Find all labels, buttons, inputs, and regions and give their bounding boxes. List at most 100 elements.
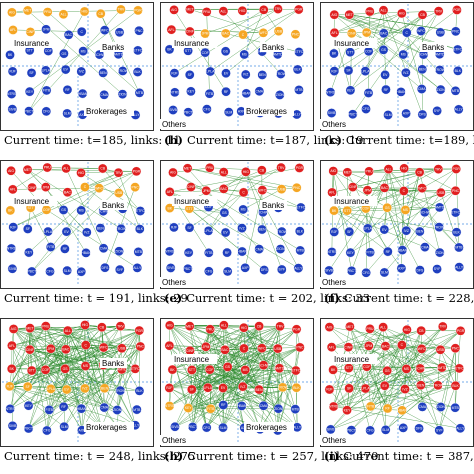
node: CINF bbox=[343, 342, 354, 352]
node: HIG bbox=[399, 163, 409, 174]
node: HIG bbox=[76, 168, 86, 178]
node: BAC bbox=[63, 30, 74, 40]
node-label: CFG bbox=[363, 271, 371, 275]
node-label: SYF bbox=[434, 109, 441, 113]
node: RF bbox=[62, 84, 73, 95]
node: CINF bbox=[185, 26, 195, 37]
svg-text:Insurance: Insurance bbox=[334, 39, 370, 48]
node: TROW bbox=[116, 223, 127, 234]
node: EV bbox=[61, 226, 72, 237]
node: DFS bbox=[100, 262, 110, 273]
node-label: TRV bbox=[435, 9, 442, 13]
node-label: BEN bbox=[97, 226, 105, 230]
node-label: NTRS bbox=[329, 405, 339, 409]
edge bbox=[9, 386, 136, 426]
node: IVZ bbox=[76, 66, 87, 77]
edge bbox=[207, 329, 297, 388]
svg-text:Others: Others bbox=[162, 436, 186, 445]
edge bbox=[50, 324, 86, 349]
node: ALL bbox=[218, 6, 229, 16]
node: STT bbox=[345, 47, 355, 57]
edge bbox=[242, 370, 296, 387]
network-panel: AIG MET PRU ALL HIG CB TRV PGR AFL CINF JPM BAC C WFC… bbox=[320, 2, 474, 131]
node: BK bbox=[5, 205, 16, 216]
node: HBAN bbox=[77, 88, 88, 99]
edge bbox=[84, 171, 137, 188]
edge bbox=[402, 410, 440, 431]
panel-frame bbox=[320, 318, 474, 447]
node: GS bbox=[59, 48, 69, 59]
edge bbox=[9, 347, 104, 387]
section-label: Insurance bbox=[172, 354, 218, 364]
node-label: ALLY bbox=[133, 266, 142, 270]
node-label: BEN bbox=[101, 386, 109, 390]
edge bbox=[402, 192, 442, 251]
edge bbox=[47, 167, 103, 169]
node: PGR bbox=[133, 5, 143, 16]
edge bbox=[13, 172, 119, 228]
node: USB bbox=[113, 188, 124, 198]
node: TROW bbox=[435, 65, 446, 75]
node-label: IVZ bbox=[79, 70, 84, 74]
edge bbox=[347, 172, 440, 208]
node: HIG bbox=[402, 324, 412, 335]
edge bbox=[188, 326, 281, 409]
node-label: BK bbox=[9, 367, 14, 371]
node: ETFC bbox=[133, 45, 143, 56]
node-label: CFG bbox=[203, 426, 211, 430]
node: USB bbox=[114, 27, 125, 38]
node: ALL bbox=[58, 9, 69, 20]
edge bbox=[50, 348, 105, 389]
node: C bbox=[399, 186, 409, 196]
node-label: AIG bbox=[11, 327, 17, 331]
node-label: RF bbox=[225, 251, 230, 255]
edge bbox=[404, 168, 457, 170]
node: ZION bbox=[114, 246, 124, 257]
node-label: TROW bbox=[433, 384, 444, 388]
svg-text:Insurance: Insurance bbox=[174, 197, 210, 206]
edge bbox=[174, 8, 279, 74]
node-label: EV bbox=[383, 73, 388, 77]
node: CB bbox=[417, 9, 428, 20]
node-label: SYF bbox=[434, 267, 441, 271]
node-label: SIVB bbox=[171, 425, 179, 429]
node-label: BAC bbox=[64, 190, 72, 194]
section-label: Insurance bbox=[12, 196, 58, 206]
svg-text:Insurance: Insurance bbox=[174, 39, 210, 48]
node: IVZ bbox=[237, 223, 247, 233]
node-label: TROW bbox=[434, 225, 445, 229]
edge bbox=[28, 11, 85, 112]
node: C bbox=[401, 27, 412, 38]
node-label: MTB bbox=[452, 89, 460, 93]
node-label: AXP bbox=[238, 110, 246, 114]
edge bbox=[188, 368, 280, 409]
node-label: ALL bbox=[220, 9, 226, 13]
node-label: ZION bbox=[274, 407, 283, 411]
node: KEY bbox=[23, 400, 34, 411]
node: BK bbox=[164, 44, 175, 55]
edge bbox=[187, 168, 282, 190]
node-label: ETFC bbox=[291, 369, 300, 373]
edge bbox=[209, 329, 264, 366]
edge bbox=[172, 172, 207, 191]
node-label: PNC bbox=[293, 186, 301, 190]
edge bbox=[334, 14, 424, 55]
node: PNC bbox=[130, 182, 140, 192]
node: MET bbox=[344, 9, 355, 20]
node-label: MET bbox=[26, 326, 33, 330]
svg-text:Insurance: Insurance bbox=[14, 197, 50, 206]
node-label: ETFC bbox=[133, 49, 142, 53]
node: TROW bbox=[277, 382, 289, 393]
node: HIG bbox=[241, 167, 251, 177]
edge bbox=[387, 370, 461, 429]
node: MET bbox=[25, 323, 35, 333]
caption-text: Current time: t = 248, links: 275 bbox=[4, 449, 195, 463]
node: COF bbox=[204, 364, 215, 375]
node-label: JPM bbox=[365, 344, 372, 348]
edge bbox=[188, 349, 226, 409]
edge bbox=[386, 207, 403, 251]
node: PGR bbox=[451, 164, 461, 174]
node: EV bbox=[61, 384, 72, 395]
node-label: DFS bbox=[417, 268, 425, 272]
node: PGR bbox=[452, 5, 462, 15]
